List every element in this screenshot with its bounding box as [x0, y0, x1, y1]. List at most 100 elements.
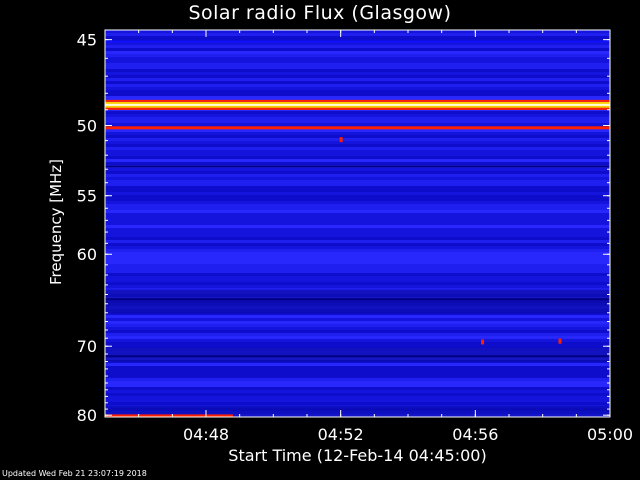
texture-stripe — [105, 402, 610, 405]
spectral-band-edge — [105, 99, 610, 102]
texture-stripe — [105, 225, 610, 228]
texture-stripe — [105, 123, 610, 126]
dark-band — [105, 405, 610, 417]
texture-stripe — [105, 246, 610, 249]
texture-stripe — [105, 210, 610, 213]
spectral-band — [105, 165, 610, 168]
texture-stripe — [105, 75, 610, 78]
texture-stripe — [105, 366, 610, 369]
texture-stripe — [105, 285, 610, 288]
texture-stripe — [105, 273, 610, 276]
texture-stripe — [105, 57, 610, 60]
texture-stripe — [105, 48, 610, 51]
texture-stripe — [105, 267, 610, 270]
texture-stripe — [105, 111, 610, 114]
texture-stripe — [105, 33, 610, 36]
texture-stripe — [105, 240, 610, 243]
texture-stripe — [105, 399, 610, 402]
texture-stripe — [105, 255, 610, 258]
texture-stripe — [105, 312, 610, 315]
plot-frame — [104, 29, 611, 418]
burst-mark — [339, 137, 343, 143]
texture-stripe — [105, 315, 610, 318]
texture-stripe — [105, 282, 610, 285]
chart-title: Solar radio Flux (Glasgow) — [188, 2, 452, 24]
texture-stripe — [105, 36, 610, 39]
texture-stripe — [105, 171, 610, 174]
texture-stripe — [105, 135, 610, 138]
texture-stripe — [105, 393, 610, 396]
texture-stripe — [105, 258, 610, 261]
texture-stripe — [105, 51, 610, 54]
texture-stripe — [105, 186, 610, 189]
x-axis-label: Start Time (12-Feb-14 04:45:00) — [228, 446, 487, 465]
texture-stripe — [105, 384, 610, 387]
texture-stripe — [105, 276, 610, 279]
spectral-band — [105, 126, 610, 130]
texture-stripe — [105, 39, 610, 42]
y-tick-label: 50 — [77, 116, 97, 135]
texture-stripe — [105, 243, 610, 246]
texture-stripe — [105, 333, 610, 336]
texture-stripe — [105, 222, 610, 225]
texture-stripe — [105, 63, 610, 66]
spectral-band-edge — [105, 107, 610, 110]
texture-stripe — [105, 69, 610, 72]
texture-stripe — [105, 60, 610, 63]
texture-stripe — [105, 219, 610, 222]
texture-stripe — [105, 45, 610, 48]
texture-stripe — [105, 93, 610, 96]
spectral-band-core — [105, 103, 610, 106]
texture-stripe — [105, 174, 610, 177]
texture-stripe — [105, 279, 610, 282]
texture-stripe — [105, 369, 610, 372]
texture-stripe — [105, 120, 610, 123]
texture-stripe — [105, 321, 610, 324]
dark-band — [105, 347, 610, 362]
x-tick-label: 04:48 — [183, 425, 229, 444]
texture-stripe — [105, 381, 610, 384]
texture-stripe — [105, 396, 610, 399]
texture-stripe — [105, 228, 610, 231]
texture-stripe — [105, 387, 610, 390]
texture-stripe — [105, 96, 610, 99]
texture-stripe — [105, 30, 610, 33]
burst-mark — [558, 338, 562, 344]
updated-timestamp: Updated Wed Feb 21 23:07:19 2018 — [2, 469, 147, 478]
texture-stripe — [105, 129, 610, 132]
texture-stripe — [105, 156, 610, 159]
texture-stripe — [105, 87, 610, 90]
texture-stripe — [105, 207, 610, 210]
texture-stripe — [105, 177, 610, 180]
spectral-band — [105, 40, 610, 43]
texture-stripe — [105, 162, 610, 165]
texture-stripe — [105, 189, 610, 192]
texture-stripe — [105, 114, 610, 117]
texture-stripe — [105, 159, 610, 162]
texture-stripe — [105, 144, 610, 147]
texture-stripe — [105, 288, 610, 291]
low-band-mark — [105, 414, 233, 418]
texture-stripe — [105, 216, 610, 219]
texture-stripe — [105, 90, 610, 93]
texture-stripe — [105, 234, 610, 237]
texture-stripe — [105, 117, 610, 120]
texture-stripe — [105, 237, 610, 240]
texture-stripe — [105, 378, 610, 381]
y-tick-label: 80 — [77, 406, 97, 425]
texture-stripe — [105, 372, 610, 375]
texture-stripe — [105, 363, 610, 366]
spectral-band — [105, 298, 610, 301]
texture-stripe — [105, 330, 610, 333]
texture-stripe — [105, 183, 610, 186]
texture-stripe — [105, 78, 610, 81]
texture-stripe — [105, 192, 610, 195]
texture-stripe — [105, 270, 610, 273]
texture-stripe — [105, 81, 610, 84]
texture-stripe — [105, 84, 610, 87]
texture-stripe — [105, 336, 610, 339]
texture-stripe — [105, 345, 610, 348]
texture-stripe — [105, 261, 610, 264]
texture-stripe — [105, 42, 610, 45]
